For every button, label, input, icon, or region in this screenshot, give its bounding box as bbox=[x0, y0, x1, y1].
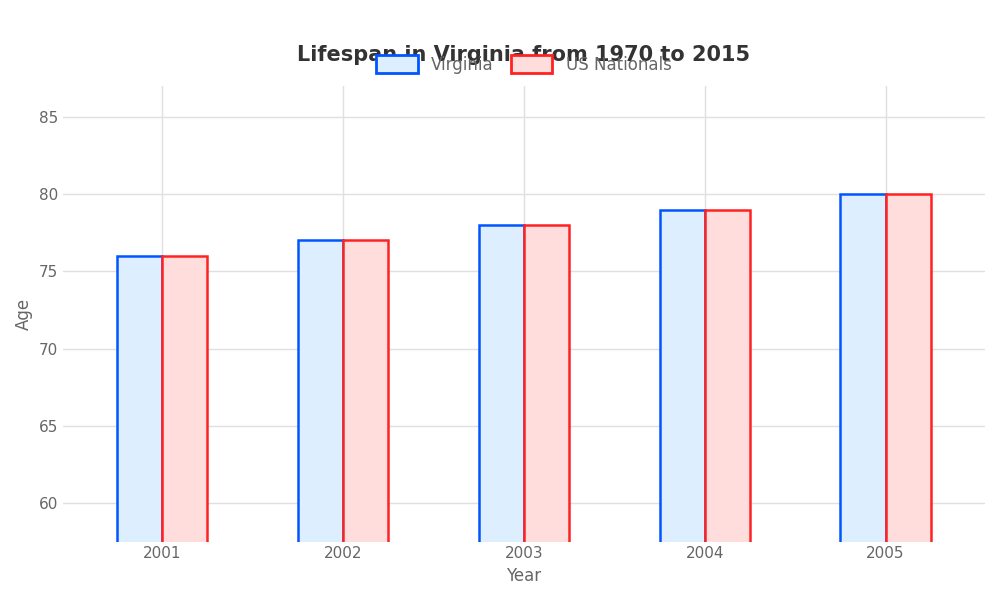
Bar bbox=[162, 256, 207, 600]
Bar bbox=[840, 194, 886, 600]
Bar bbox=[705, 209, 750, 600]
Bar bbox=[886, 194, 931, 600]
Bar bbox=[298, 241, 343, 600]
Bar bbox=[479, 225, 524, 600]
Y-axis label: Age: Age bbox=[15, 298, 33, 330]
Legend: Virginia, US Nationals: Virginia, US Nationals bbox=[370, 49, 678, 80]
Bar bbox=[660, 209, 705, 600]
X-axis label: Year: Year bbox=[506, 567, 541, 585]
Title: Lifespan in Virginia from 1970 to 2015: Lifespan in Virginia from 1970 to 2015 bbox=[297, 45, 750, 65]
Bar bbox=[524, 225, 569, 600]
Bar bbox=[117, 256, 162, 600]
Bar bbox=[343, 241, 388, 600]
